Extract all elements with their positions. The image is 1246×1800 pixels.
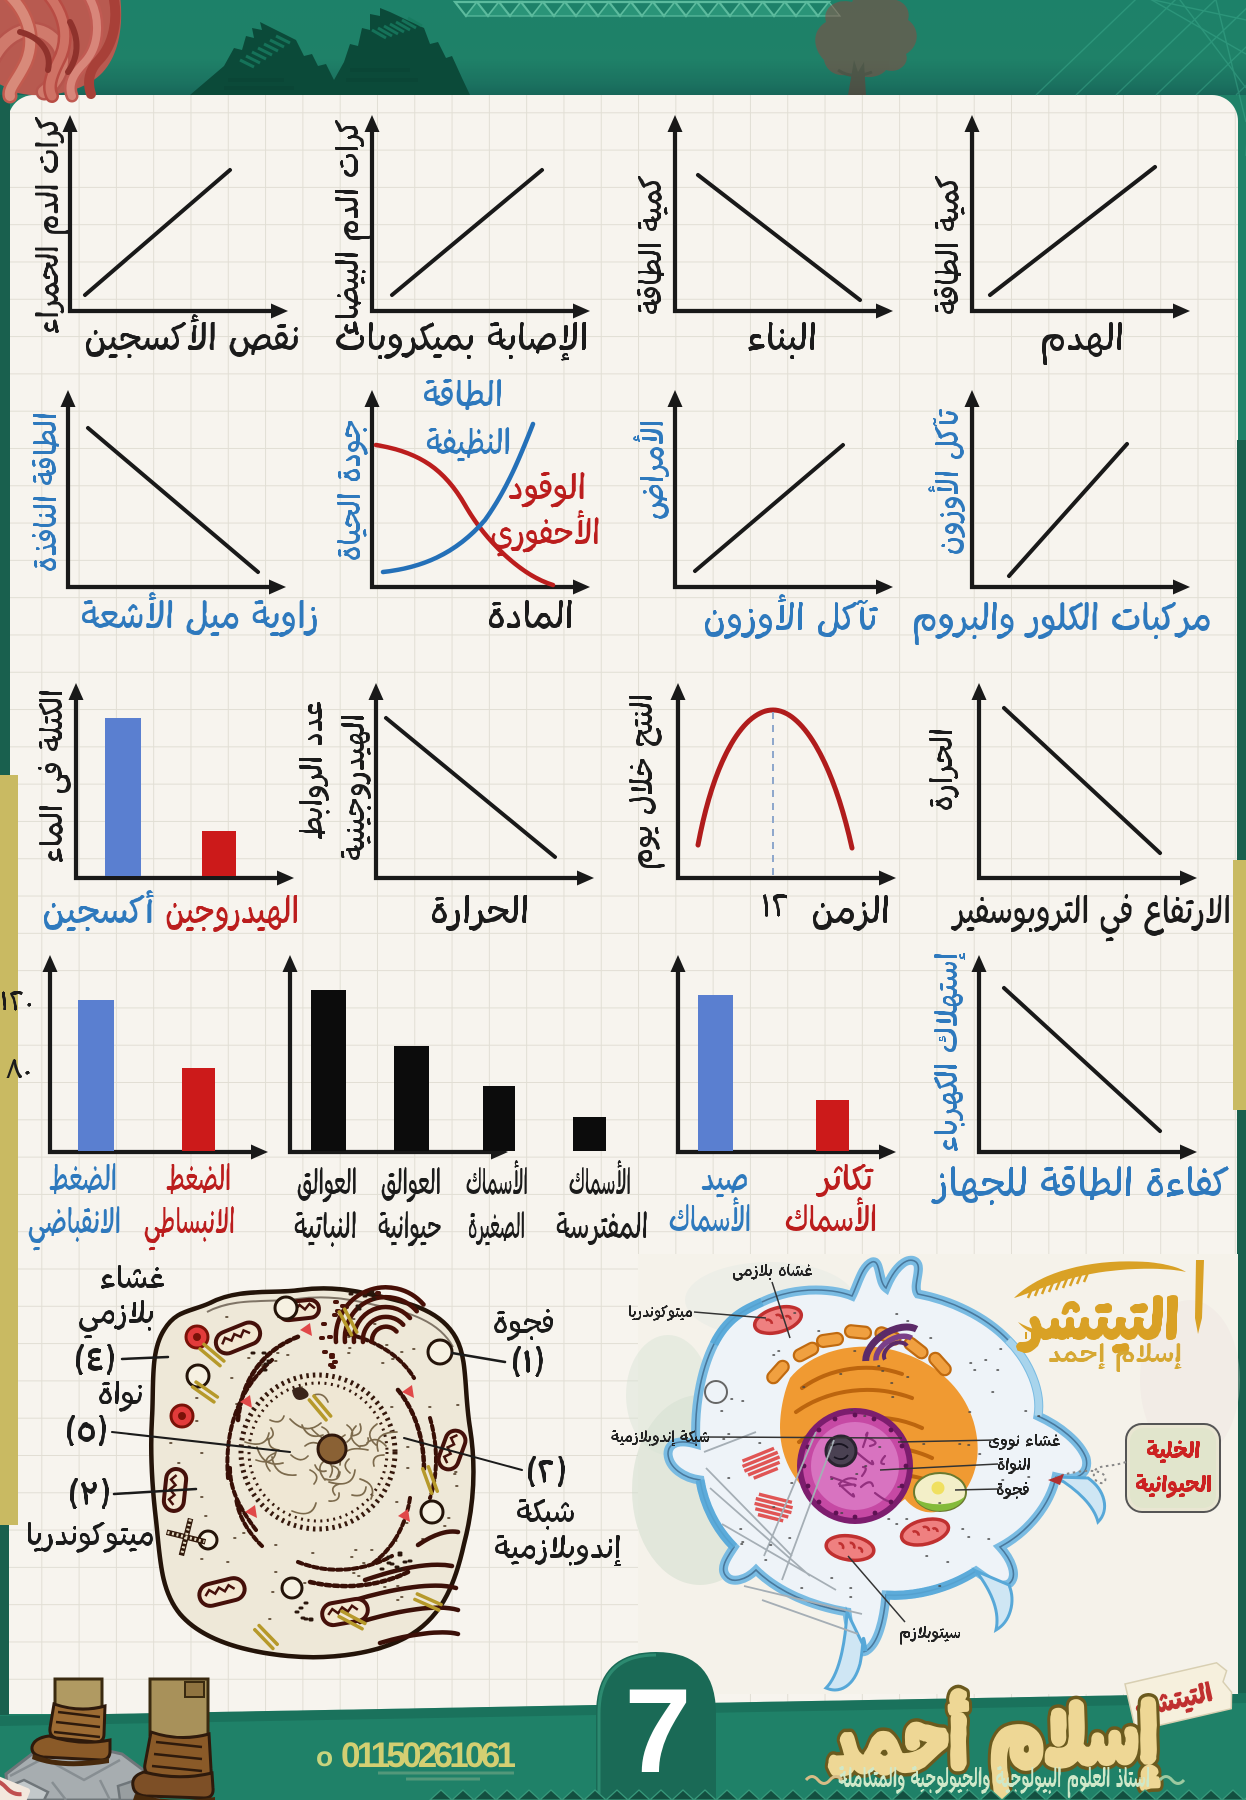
svg-text:01150261061: 01150261061 xyxy=(341,1736,517,1775)
svg-text:o: o xyxy=(316,1741,333,1772)
svg-text:7: 7 xyxy=(625,1664,692,1798)
